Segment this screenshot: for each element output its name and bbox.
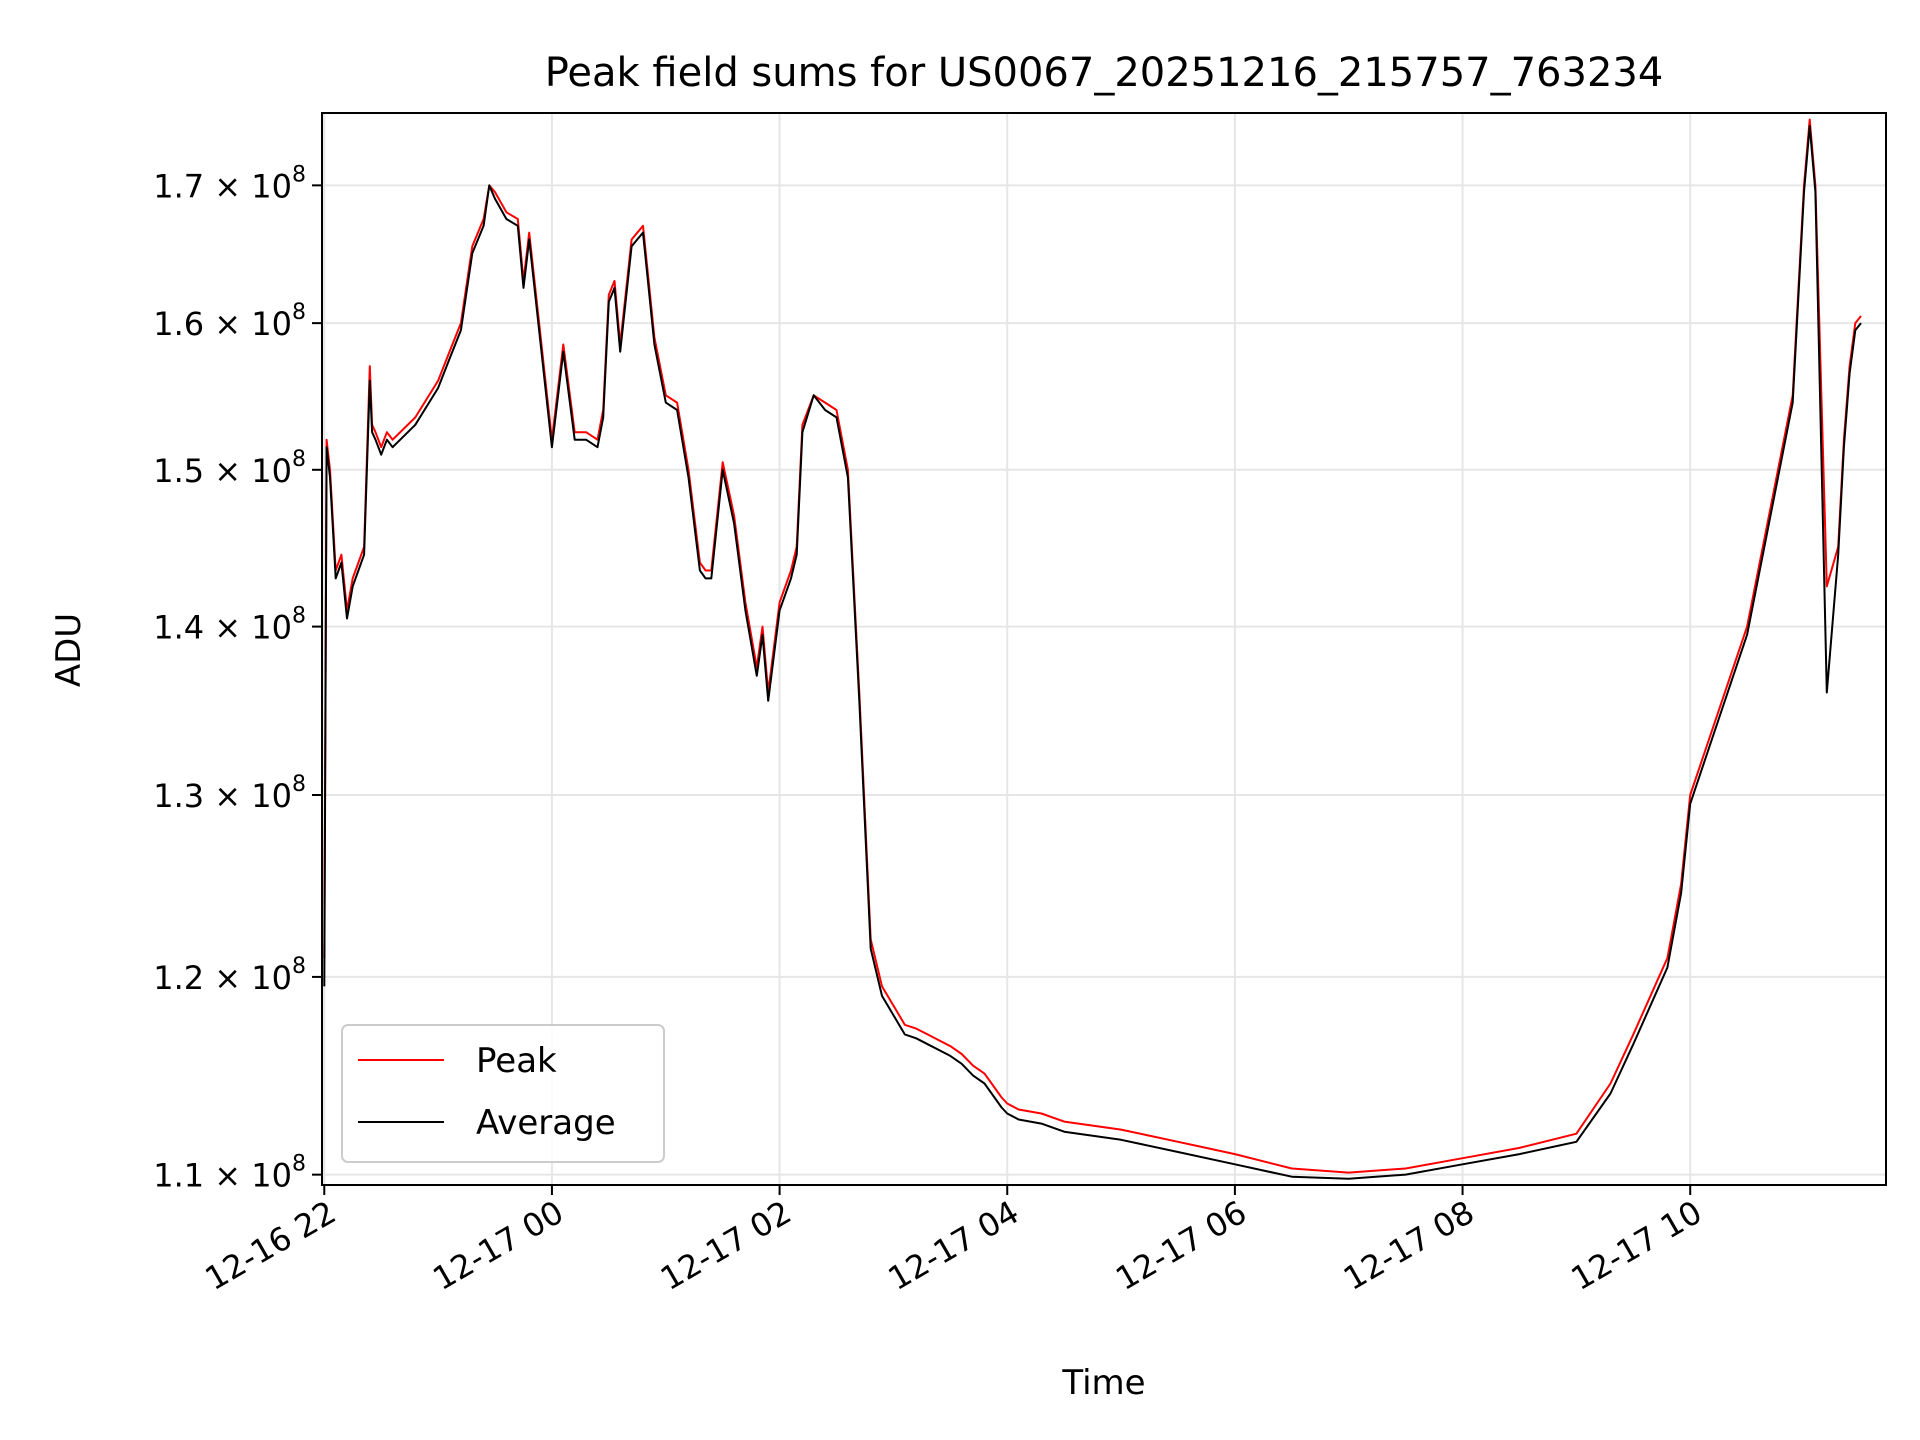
x-axis-label: Time	[1061, 1363, 1145, 1403]
y-tick-label: 1.5 × 108	[153, 447, 306, 490]
series-layer	[323, 118, 1862, 1180]
y-tick-label: 1.2 × 108	[153, 954, 306, 997]
y-tick-label: 1.3 × 108	[153, 772, 306, 815]
y-axis-label: ADU	[49, 613, 89, 687]
plot-frame	[321, 112, 1887, 1186]
y-tick-label: 1.6 × 108	[153, 300, 306, 343]
y-tick-label: 1.7 × 108	[153, 162, 306, 205]
chart-title: Peak field sums for US0067_20251216_2157…	[545, 50, 1664, 96]
y-tick-label: 1.4 × 108	[153, 604, 306, 647]
legend-peak-label: Peak	[476, 1041, 557, 1081]
grid-lines	[322, 113, 1886, 1185]
y-axis: 1.1 × 108 1.2 × 108 1.3 × 108 1.4 × 108 1.5 …	[153, 162, 322, 1195]
y-tick-label: 1.1 × 108	[153, 1152, 306, 1195]
legend-average-label: Average	[476, 1103, 616, 1143]
legend: Peak Average	[341, 1024, 665, 1163]
series-line-average	[323, 125, 1862, 1180]
series-line-peak	[323, 118, 1862, 1174]
